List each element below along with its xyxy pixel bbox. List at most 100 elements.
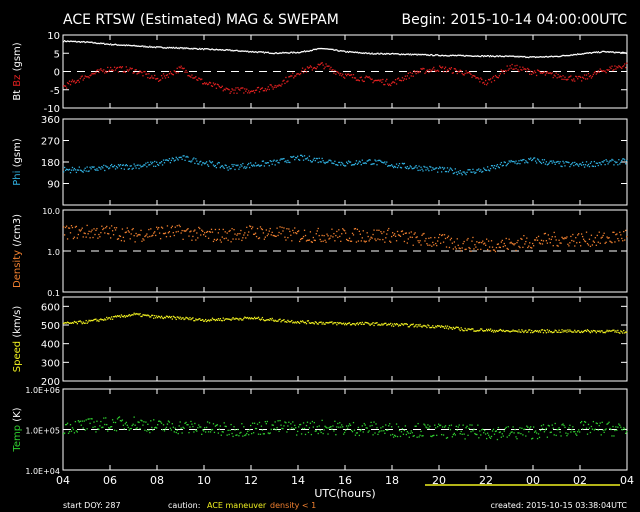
data-point <box>201 48 203 50</box>
data-point <box>176 67 178 70</box>
data-point <box>509 161 511 163</box>
data-point <box>272 160 274 162</box>
data-point <box>623 51 625 54</box>
data-point <box>420 68 422 70</box>
data-point <box>386 233 388 235</box>
data-point <box>93 166 95 168</box>
data-point <box>102 318 104 321</box>
data-point <box>183 155 185 157</box>
data-point <box>109 69 111 71</box>
data-point <box>318 321 320 324</box>
data-point <box>327 161 329 163</box>
data-point <box>422 325 424 327</box>
data-point <box>485 330 487 332</box>
data-point <box>294 51 296 54</box>
data-point <box>559 431 561 433</box>
data-point <box>166 315 169 318</box>
data-point <box>137 45 139 47</box>
data-point <box>204 82 206 84</box>
data-point <box>242 237 244 239</box>
data-point <box>110 426 112 428</box>
data-point <box>116 44 119 46</box>
data-point <box>348 423 351 425</box>
data-point <box>226 49 228 51</box>
data-point <box>63 432 66 434</box>
data-point <box>107 318 109 320</box>
data-point <box>192 158 194 160</box>
data-point <box>414 232 416 234</box>
data-point <box>170 316 173 318</box>
data-point <box>534 239 537 241</box>
data-point <box>448 424 451 427</box>
data-point <box>564 165 566 167</box>
data-point <box>175 318 177 321</box>
data-point <box>349 324 352 326</box>
data-point <box>134 241 136 243</box>
data-point <box>515 55 517 58</box>
data-point <box>67 40 70 42</box>
data-point <box>559 55 561 58</box>
data-point <box>433 168 435 170</box>
data-point <box>242 87 244 89</box>
data-point <box>447 171 450 173</box>
data-point <box>576 54 578 56</box>
data-point <box>572 233 574 236</box>
data-point <box>295 321 297 323</box>
data-point <box>609 240 611 242</box>
data-point <box>151 75 153 77</box>
data-point <box>141 315 143 318</box>
data-point <box>507 69 509 72</box>
data-point <box>246 50 248 53</box>
data-point <box>418 325 420 327</box>
data-point <box>489 250 492 252</box>
data-point <box>85 419 87 421</box>
y-label-part: Temp <box>12 425 23 453</box>
data-point <box>511 55 513 57</box>
data-point <box>169 427 172 429</box>
data-point <box>120 44 123 46</box>
data-point <box>117 315 120 317</box>
data-point <box>550 73 552 75</box>
data-point <box>143 421 145 423</box>
data-point <box>285 51 287 54</box>
data-point <box>70 40 73 42</box>
data-point <box>87 41 89 43</box>
data-point <box>218 428 220 430</box>
data-point <box>323 235 325 237</box>
data-point <box>421 168 423 170</box>
data-point <box>129 238 131 240</box>
data-point <box>82 236 84 238</box>
data-point <box>383 323 385 325</box>
data-point <box>397 234 400 236</box>
data-point <box>420 430 422 433</box>
data-point <box>470 73 472 76</box>
data-point <box>358 230 361 232</box>
y-axis-label: Temp (K) <box>12 407 23 452</box>
data-point <box>113 227 116 229</box>
data-point <box>428 325 430 327</box>
data-point <box>582 424 585 426</box>
y-tick-label: 10 <box>47 31 60 42</box>
data-point <box>178 47 180 50</box>
data-point <box>292 52 294 54</box>
data-point <box>618 159 620 161</box>
data-point <box>518 56 520 58</box>
data-point <box>234 429 236 431</box>
data-point <box>284 421 286 423</box>
data-point <box>230 423 232 426</box>
data-point <box>346 73 349 75</box>
data-point <box>196 79 198 81</box>
data-point <box>278 162 280 164</box>
data-point <box>429 68 431 71</box>
data-point <box>579 163 581 165</box>
data-point <box>255 427 258 430</box>
data-point <box>251 51 253 53</box>
data-point <box>357 323 360 326</box>
data-point <box>469 72 471 74</box>
data-point <box>475 433 477 436</box>
data-point <box>488 56 491 58</box>
data-point <box>429 326 431 329</box>
data-point <box>434 327 436 329</box>
data-point <box>486 437 488 440</box>
data-point <box>318 47 320 50</box>
